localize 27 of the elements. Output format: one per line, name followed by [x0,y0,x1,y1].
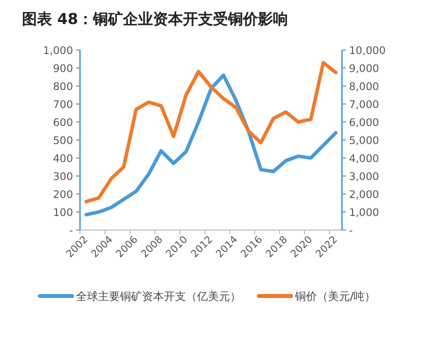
y-tick-label: 500 [52,135,73,147]
y-tick-label: 900 [52,63,73,75]
y2-tick-label: 7,000 [349,99,380,111]
y-tick-label: 1,000 [42,45,73,57]
y-tick-label: 800 [52,81,73,93]
y-tick-label: 700 [52,99,73,111]
y2-tick-label: 3,000 [349,171,380,183]
line-series [84,60,338,204]
y2-tick-label: - [349,225,353,237]
line-series [84,73,338,216]
y2-tick-label: 9,000 [349,63,380,75]
y2-tick-label: 2,000 [349,189,380,201]
y2-tick-label: 5,000 [349,135,380,147]
y2-tick-label: 8,000 [349,81,380,93]
y-tick-label: - [69,225,74,237]
y2-tick-label: 1,000 [349,207,380,219]
y-tick-label: 400 [52,153,73,165]
y2-tick-label: 4,000 [349,153,380,165]
legend-label: 铜价（美元/吨） [294,290,376,303]
legend-label: 全球主要铜矿资本开支（亿美元） [76,290,241,303]
y2-tick-label: 10,000 [349,45,386,57]
y-tick-label: 100 [52,207,73,219]
y2-tick-label: 6,000 [349,117,380,129]
y-tick-label: 600 [52,117,73,129]
y-tick-label: 300 [52,171,73,183]
y-tick-label: 200 [52,189,73,201]
chart-title: 图表 48：铜矿企业资本开支受铜价影响 [22,10,288,28]
